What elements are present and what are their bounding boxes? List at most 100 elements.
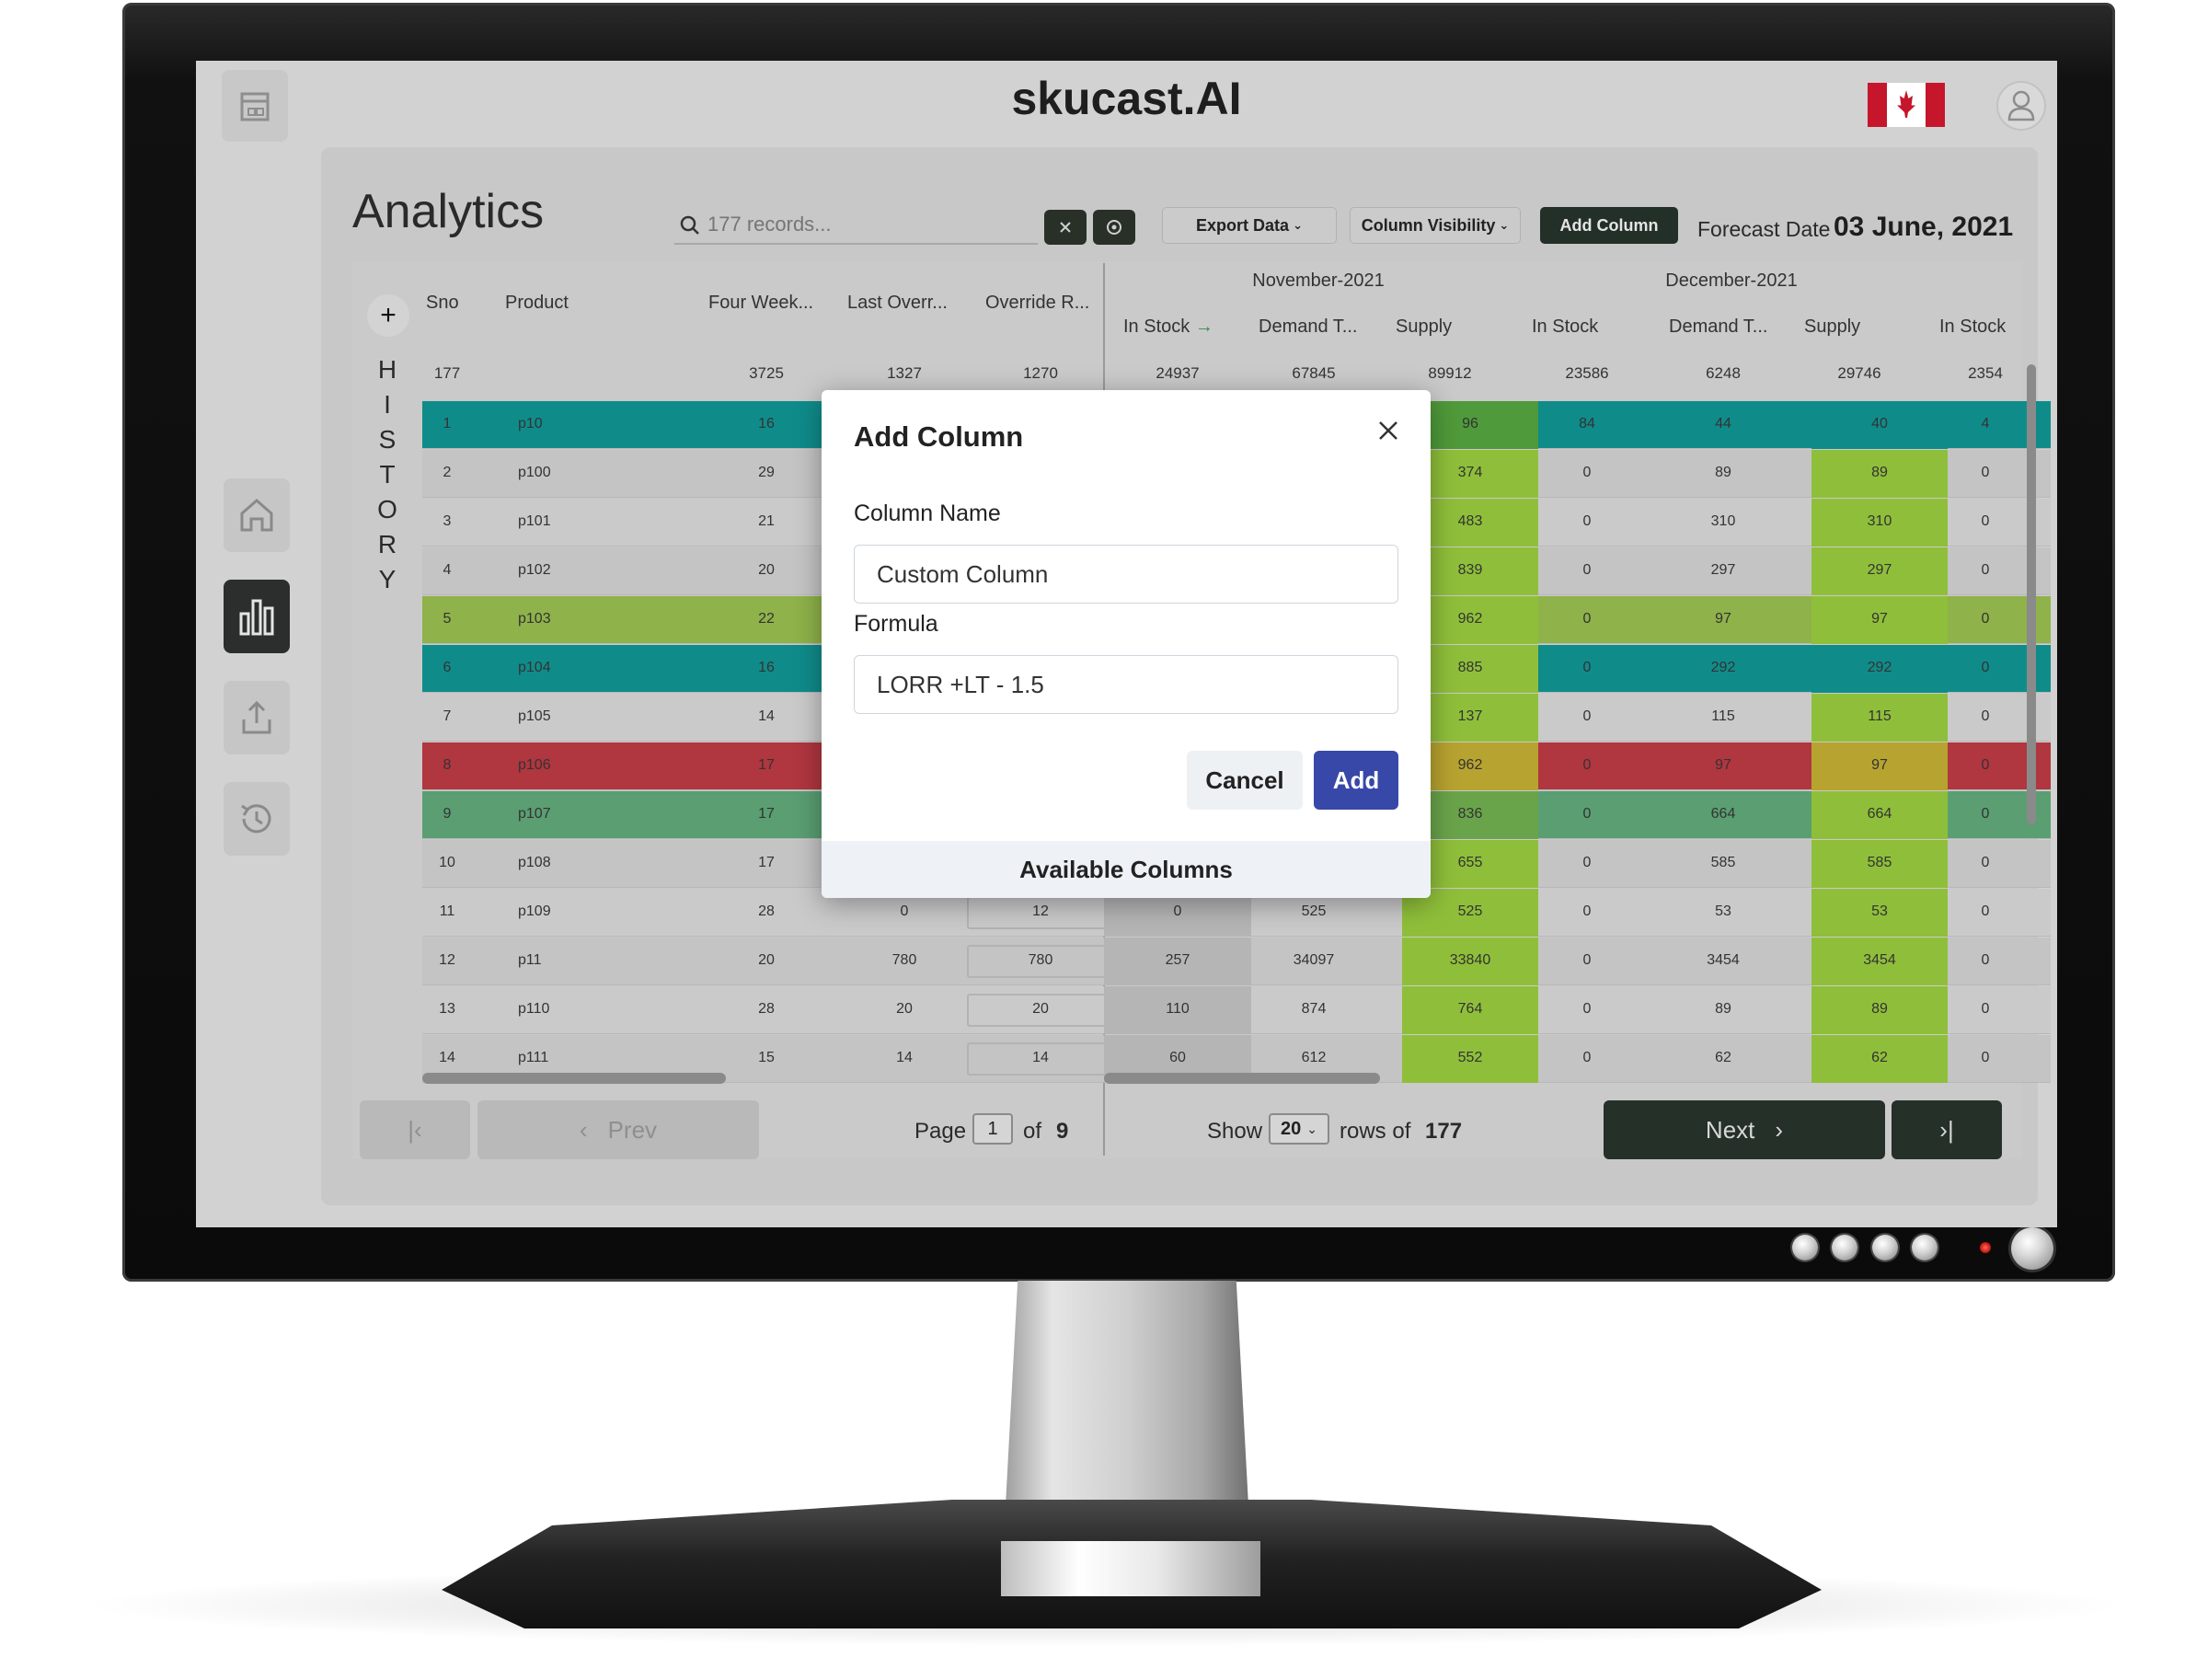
home-icon[interactable] xyxy=(224,478,290,552)
table-cell-product: p109 xyxy=(518,903,551,919)
column-header-in-stock[interactable]: In Stock xyxy=(1939,316,2007,337)
available-columns-section[interactable]: Available Columns xyxy=(822,841,1431,898)
formula-label: Formula xyxy=(854,611,938,637)
column-header-product[interactable]: Product xyxy=(505,293,569,313)
upload-icon[interactable] xyxy=(224,681,290,754)
total-cell: 177 xyxy=(433,364,461,382)
table-cell-dec-supply: 585 xyxy=(1867,855,1892,870)
user-avatar-icon[interactable] xyxy=(1996,81,2046,131)
table-cell-four-week: 17 xyxy=(758,855,775,870)
column-header-four-week[interactable]: Four Week... xyxy=(708,293,814,313)
add-button[interactable]: Add xyxy=(1314,751,1398,810)
prev-label: Prev xyxy=(607,1115,658,1144)
history-vertical-label[interactable]: H I S T O R Y xyxy=(352,261,422,1100)
vertical-scrollbar[interactable] xyxy=(2027,364,2036,824)
table-cell-four-week: 20 xyxy=(758,952,775,968)
table-cell-dec-demand: 664 xyxy=(1710,806,1736,822)
column-visibility-dropdown[interactable]: Column Visibility ⌄ xyxy=(1350,207,1521,244)
page-number-input[interactable]: 1 xyxy=(972,1113,1013,1145)
table-cell-override-r[interactable]: 14 xyxy=(1032,1050,1049,1065)
column-header-supply[interactable]: Supply xyxy=(1804,316,1861,337)
table-cell-override-r[interactable]: 780 xyxy=(1028,952,1053,968)
monitor-button[interactable] xyxy=(1792,1235,1818,1260)
table-cell-nov-supply: 525 xyxy=(1457,903,1483,919)
table-cell-nov-supply: 885 xyxy=(1457,660,1483,675)
table-cell-sno: 2 xyxy=(443,465,452,480)
horizontal-scrollbar[interactable] xyxy=(1104,1073,1380,1084)
table-cell-four-week: 17 xyxy=(758,757,775,773)
history-letter: O xyxy=(377,495,397,524)
first-page-button[interactable]: |‹ xyxy=(360,1100,470,1159)
column-header-supply[interactable]: Supply xyxy=(1396,316,1453,337)
history-letter: H xyxy=(377,355,397,384)
column-header-override-r[interactable]: Override R... xyxy=(985,293,1090,313)
table-cell-dec-demand: 53 xyxy=(1715,903,1731,919)
supply-cell-bg xyxy=(1811,547,1948,595)
show-label: Show xyxy=(1207,1119,1263,1144)
total-cell: 67845 xyxy=(1292,364,1336,382)
total-cell: 29746 xyxy=(1837,364,1881,382)
total-cell: 1270 xyxy=(1023,364,1058,382)
table-cell-nov-supply: 764 xyxy=(1457,1001,1483,1017)
table-cell-dec-in-stock: 0 xyxy=(1582,611,1592,627)
table-cell-four-week: 22 xyxy=(758,611,775,627)
monitor-screen: skucast.AI Analytics xyxy=(196,61,2057,1227)
column-header-in-stock[interactable]: In Stock → xyxy=(1123,316,1213,338)
page-size-select[interactable]: 20 ⌄ xyxy=(1269,1113,1329,1145)
table-cell-dec-demand: 292 xyxy=(1710,660,1736,675)
table-cell-sno: 7 xyxy=(443,708,452,724)
close-icon[interactable] xyxy=(1372,414,1405,447)
export-data-dropdown[interactable]: Export Data ⌄ xyxy=(1162,207,1337,244)
column-name-input[interactable] xyxy=(854,545,1398,604)
chevron-down-icon: ⌄ xyxy=(1293,218,1303,232)
table-cell-dec-in-stock: 0 xyxy=(1582,708,1592,724)
table-cell-sno: 10 xyxy=(439,855,455,870)
table-cell-dec-supply: 40 xyxy=(1871,416,1888,432)
table-cell-dec-supply: 3454 xyxy=(1863,952,1896,968)
last-page-icon: ›| xyxy=(1939,1115,1954,1144)
export-data-label: Export Data xyxy=(1196,215,1290,235)
table-cell-dec-demand: 585 xyxy=(1710,855,1736,870)
table-cell-dec-demand: 310 xyxy=(1710,513,1736,529)
table-cell-dec-demand: 115 xyxy=(1711,708,1735,724)
cancel-button[interactable]: Cancel xyxy=(1187,751,1303,810)
column-header-demand[interactable]: Demand T... xyxy=(1669,316,1768,337)
chevron-right-icon: › xyxy=(1775,1115,1784,1144)
column-header-last-override[interactable]: Last Overr... xyxy=(847,293,948,313)
table-cell-sno: 6 xyxy=(443,660,452,675)
table-cell-four-week: 28 xyxy=(758,903,775,919)
table-cell-next-in-stock: 0 xyxy=(1981,465,1990,480)
add-column-button[interactable]: Add Column xyxy=(1540,207,1678,244)
table-cell-override-r[interactable]: 12 xyxy=(1032,903,1049,919)
view-toggle-button[interactable] xyxy=(1093,210,1135,245)
add-column-modal: Add Column Column Name Formula Cancel Ad… xyxy=(822,390,1431,898)
supply-cell-bg xyxy=(1811,938,1948,985)
history-letter: R xyxy=(377,530,397,558)
history-icon[interactable] xyxy=(224,782,290,856)
column-header-sno[interactable]: Sno xyxy=(426,293,459,313)
power-button[interactable] xyxy=(2011,1227,2053,1270)
table-cell-sno: 3 xyxy=(443,513,452,529)
search-input[interactable] xyxy=(707,208,1029,241)
table-cell-last-override: 780 xyxy=(891,952,917,968)
last-page-button[interactable]: ›| xyxy=(1892,1100,2002,1159)
forecast-date-label: Forecast Date xyxy=(1697,217,1831,241)
store-icon[interactable] xyxy=(222,70,288,142)
horizontal-scrollbar[interactable] xyxy=(422,1073,726,1084)
table-cell-product: p10 xyxy=(518,416,543,432)
column-header-demand[interactable]: Demand T... xyxy=(1259,316,1358,337)
analytics-icon[interactable] xyxy=(224,580,290,653)
table-cell-override-r[interactable]: 20 xyxy=(1032,1001,1049,1017)
prev-page-button[interactable]: ‹ Prev xyxy=(477,1100,759,1159)
supply-cell-bg xyxy=(1811,499,1948,547)
table-cell-dec-supply: 89 xyxy=(1871,1001,1888,1017)
column-header-in-stock[interactable]: In Stock xyxy=(1532,316,1599,337)
table-cell-nov-supply: 33840 xyxy=(1449,952,1491,968)
formula-input[interactable] xyxy=(854,655,1398,714)
next-page-button[interactable]: Next › xyxy=(1604,1100,1885,1159)
monitor-button[interactable] xyxy=(1832,1235,1857,1260)
monitor-button[interactable] xyxy=(1912,1235,1938,1260)
expand-plus-button[interactable]: + xyxy=(367,294,409,337)
monitor-button[interactable] xyxy=(1872,1235,1898,1260)
clear-search-button[interactable] xyxy=(1044,210,1087,245)
